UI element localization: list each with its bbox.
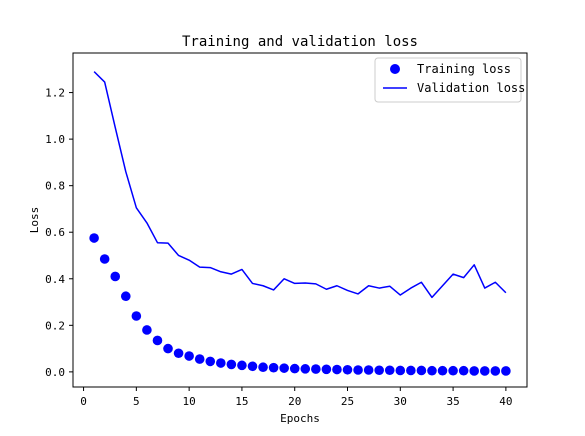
training-loss-point: [342, 364, 353, 375]
legend-label-training: Training loss: [417, 62, 511, 76]
training-loss-point: [110, 271, 121, 282]
training-loss-point: [237, 360, 247, 371]
training-loss-point: [89, 233, 99, 243]
training-loss-point: [279, 363, 289, 373]
training-loss-point: [247, 361, 258, 372]
legend-marker-training: [390, 64, 400, 74]
training-loss-point: [353, 365, 363, 375]
training-loss-point: [332, 364, 342, 375]
legend-box: [374, 57, 522, 103]
training-loss-point: [184, 351, 194, 361]
y-tick-label: 1.2: [45, 87, 65, 100]
plot-frame: [72, 52, 528, 388]
y-tick-label: 1.0: [45, 133, 65, 146]
x-tick-label: 35: [446, 395, 459, 408]
training-loss-point: [416, 365, 427, 376]
series-layer: [89, 71, 511, 376]
training-loss-point: [258, 362, 268, 373]
x-tick-label: 5: [133, 395, 140, 408]
training-loss-point: [163, 343, 173, 354]
training-loss-point: [321, 364, 332, 375]
training-loss-point: [216, 358, 226, 368]
training-loss-point: [311, 364, 321, 374]
y-axis-ticks: 0.0 0.2 0.4 0.6 0.8 1.0 1.2: [45, 87, 73, 379]
training-loss-point: [363, 365, 374, 375]
training-loss-point: [268, 362, 279, 373]
chart-title: Training and validation loss: [182, 34, 418, 50]
x-tick-label: 10: [183, 395, 196, 408]
training-loss-point: [205, 356, 216, 367]
training-loss-point: [226, 359, 237, 370]
training-loss-point: [469, 366, 480, 376]
x-axis-ticks: 0 5 10 15 20 25 30 35 40: [80, 387, 513, 408]
training-loss-point: [194, 354, 205, 364]
training-loss-point: [99, 254, 110, 264]
training-loss-point: [374, 365, 384, 376]
training-loss-point: [395, 365, 406, 376]
x-axis-label: Epochs: [280, 412, 320, 425]
training-loss-point: [437, 365, 448, 376]
training-loss-point: [406, 365, 416, 376]
training-loss-point: [120, 291, 131, 302]
training-loss-point: [289, 363, 300, 374]
training-loss-point: [479, 366, 490, 376]
training-loss-point: [501, 366, 511, 376]
x-tick-label: 20: [288, 395, 301, 408]
y-tick-label: 0.6: [45, 226, 65, 239]
training-loss-point: [131, 311, 142, 321]
training-loss-point: [448, 365, 458, 376]
validation-loss-line: [93, 71, 507, 299]
x-tick-label: 30: [394, 395, 407, 408]
y-tick-label: 0.4: [45, 273, 65, 286]
x-tick-label: 15: [235, 395, 248, 408]
x-tick-label: 25: [341, 395, 354, 408]
legend-label-validation: Validation loss: [417, 81, 525, 95]
legend: Training loss Validation loss: [374, 57, 525, 103]
training-loss-point: [300, 364, 311, 374]
y-tick-label: 0.8: [45, 180, 65, 193]
y-tick-label: 0.0: [45, 366, 65, 379]
y-tick-label: 0.2: [45, 319, 65, 332]
y-axis-label: Loss: [28, 207, 41, 234]
training-loss-point: [142, 325, 152, 335]
x-tick-label: 0: [80, 395, 87, 408]
x-tick-label: 40: [499, 395, 512, 408]
training-loss-point: [384, 365, 395, 376]
training-loss-point: [427, 365, 437, 376]
training-loss-point: [490, 366, 501, 376]
training-loss-point: [152, 335, 163, 346]
training-loss-point: [458, 365, 469, 376]
training-loss-point: [173, 348, 184, 359]
